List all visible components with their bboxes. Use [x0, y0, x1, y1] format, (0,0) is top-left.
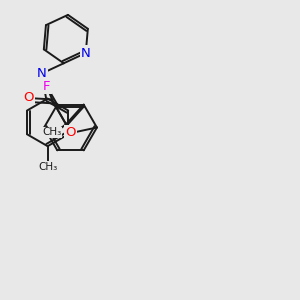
Text: F: F: [43, 80, 51, 93]
Text: O: O: [65, 127, 76, 140]
Text: N: N: [37, 67, 46, 80]
Text: O: O: [24, 91, 34, 103]
Text: CH₃: CH₃: [42, 128, 62, 137]
Text: CH₃: CH₃: [38, 162, 57, 172]
Text: N: N: [81, 46, 91, 59]
